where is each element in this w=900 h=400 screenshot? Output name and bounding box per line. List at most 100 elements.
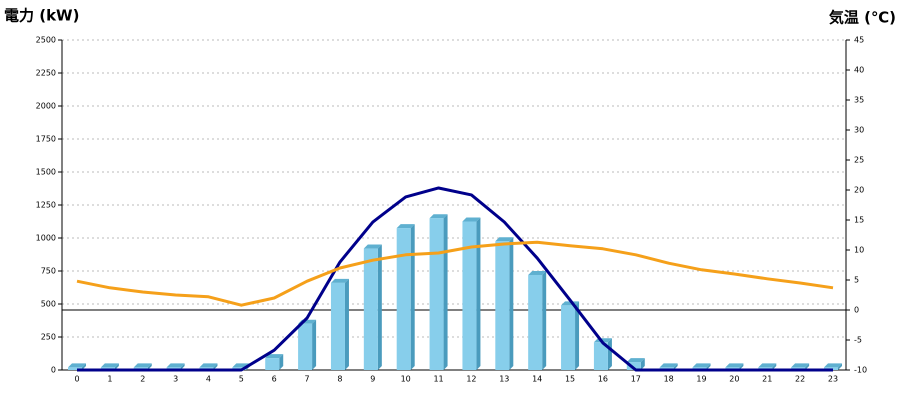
bar-side [607, 338, 612, 370]
bar-side [443, 214, 448, 370]
x-tick-label: 17 [631, 375, 641, 384]
bar [528, 274, 543, 370]
y-tick-label: 1250 [36, 201, 56, 210]
x-tick-label: 18 [664, 375, 674, 384]
x-tick-label: 23 [828, 375, 838, 384]
bar-side [706, 363, 711, 370]
y-tick-label: 750 [41, 267, 56, 276]
bar [593, 342, 608, 370]
x-tick-label: 7 [305, 375, 310, 384]
bar-top [528, 270, 547, 275]
bar-top [396, 224, 415, 229]
y-tick-label: 2500 [36, 36, 56, 45]
bar-side [213, 363, 218, 370]
bar-side [114, 363, 119, 370]
bar-side [377, 244, 382, 370]
bar-top [330, 278, 349, 283]
bar-side [279, 354, 284, 370]
bar [363, 248, 378, 370]
bar-side [180, 363, 185, 370]
bar-side [147, 363, 152, 370]
bar [495, 241, 510, 370]
x-tick-label: 1 [107, 375, 112, 384]
y-tick-label: 1000 [36, 234, 56, 243]
bar-top [725, 363, 744, 368]
y2-tick-label: 15 [854, 216, 864, 225]
x-tick-label: 19 [696, 375, 706, 384]
bar-side [805, 363, 810, 370]
x-tick-label: 4 [206, 375, 211, 384]
bar-top [199, 363, 218, 368]
x-tick-label: 12 [466, 375, 476, 384]
bar [396, 228, 411, 370]
bar-side [476, 217, 481, 370]
bar-top [363, 244, 382, 249]
bar-top [626, 358, 645, 363]
x-tick-label: 13 [499, 375, 509, 384]
bar-top [495, 237, 514, 242]
x-tick-label: 11 [433, 375, 443, 384]
bar [68, 367, 82, 370]
y-tick-label: 2000 [36, 102, 56, 111]
bar-top [462, 217, 481, 222]
bar-side [542, 270, 547, 370]
bar [561, 305, 576, 370]
bar-top [824, 363, 843, 368]
bar-top [659, 363, 678, 368]
bar-top [791, 363, 810, 368]
y-tick-label: 2250 [36, 69, 56, 78]
y2-tick-label: -5 [854, 336, 862, 345]
bar [429, 218, 444, 370]
bar-side [312, 319, 317, 370]
y-tick-label: 500 [41, 300, 56, 309]
y2-tick-label: 5 [854, 276, 859, 285]
y2-axis-title: 気温 (℃) [829, 9, 896, 27]
bar-top [100, 363, 119, 368]
x-tick-label: 3 [173, 375, 178, 384]
bar [265, 358, 280, 370]
x-tick-label: 6 [272, 375, 277, 384]
bar-top [68, 363, 86, 368]
bar-top [692, 363, 711, 368]
y2-tick-label: 35 [854, 96, 864, 105]
bar-side [640, 358, 645, 370]
bar-side [509, 237, 514, 370]
x-tick-label: 10 [401, 375, 411, 384]
x-tick-label: 15 [565, 375, 575, 384]
y-axis-title: 電力 (kW) [4, 7, 79, 25]
y2-tick-label: 40 [854, 66, 864, 75]
x-tick-label: 0 [74, 375, 79, 384]
y2-tick-label: 45 [854, 36, 864, 45]
y2-tick-label: 30 [854, 126, 864, 135]
x-tick-label: 5 [239, 375, 244, 384]
bar-top [133, 363, 152, 368]
bar-side [410, 224, 415, 370]
bar [330, 282, 345, 370]
bar-side [575, 301, 580, 370]
temperature-line [76, 240, 834, 307]
power-line [77, 186, 834, 372]
y-tick-label: 0 [51, 366, 56, 375]
bar-top [758, 363, 777, 368]
y2-tick-label: 10 [854, 246, 864, 255]
y-tick-label: 250 [41, 333, 56, 342]
y-tick-label: 1750 [36, 135, 56, 144]
x-tick-label: 20 [729, 375, 739, 384]
x-tick-label: 22 [795, 375, 805, 384]
y-tick-label: 1500 [36, 168, 56, 177]
bar-top [265, 354, 284, 359]
y2-tick-label: 25 [854, 156, 864, 165]
bar-side [344, 278, 349, 370]
x-tick-label: 9 [370, 375, 375, 384]
x-tick-label: 8 [337, 375, 342, 384]
bar-side [838, 363, 843, 370]
bar [462, 221, 477, 370]
bar-side [772, 363, 777, 370]
y2-tick-label: -10 [854, 366, 867, 375]
bar-side [82, 363, 86, 370]
x-tick-label: 16 [598, 375, 608, 384]
bar [626, 362, 641, 370]
bar [298, 323, 313, 370]
